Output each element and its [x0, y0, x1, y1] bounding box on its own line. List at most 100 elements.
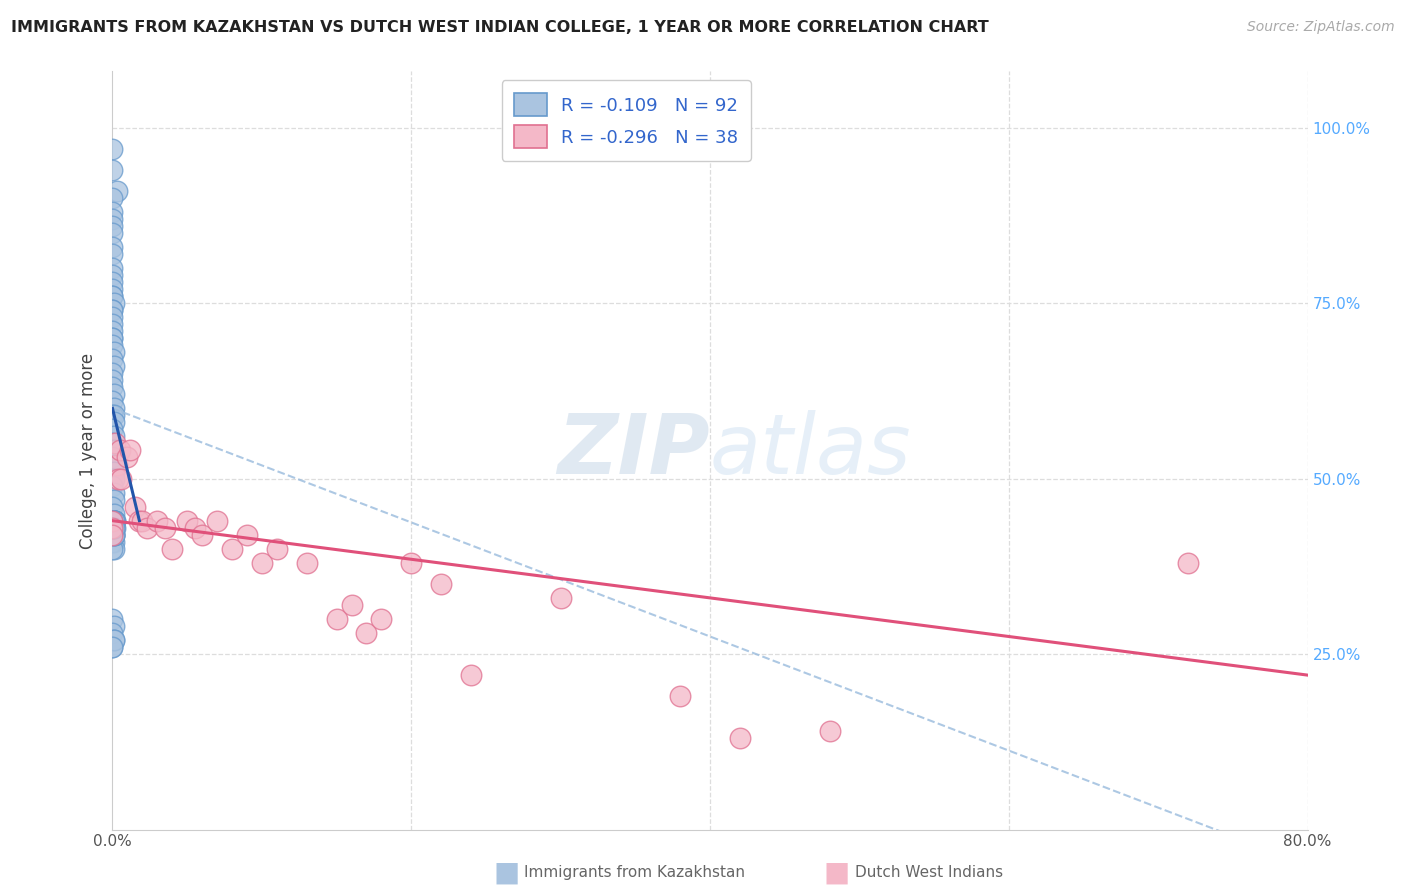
Point: [101, 260, 124, 275]
Point: [108, 443, 131, 458]
Point: [120, 443, 142, 458]
Point: [103, 514, 125, 528]
Point: [101, 527, 124, 541]
Point: [250, 556, 273, 570]
Point: [550, 591, 572, 605]
Point: [1177, 556, 1199, 570]
Point: [103, 409, 125, 423]
Point: [340, 598, 363, 612]
Point: [205, 514, 228, 528]
Point: [103, 633, 125, 648]
Point: [101, 303, 124, 318]
Point: [101, 640, 124, 654]
Point: [103, 619, 125, 633]
Point: [103, 514, 125, 528]
Point: [728, 731, 751, 746]
Point: [818, 724, 841, 739]
Point: [104, 514, 127, 528]
Point: [101, 219, 124, 233]
Point: [101, 478, 124, 492]
Point: [103, 521, 125, 535]
Point: [101, 514, 124, 528]
Point: [103, 359, 125, 374]
Point: [103, 514, 125, 528]
Point: [101, 338, 124, 352]
Point: [128, 514, 150, 528]
Point: [101, 240, 124, 254]
Point: [103, 514, 125, 528]
Point: [124, 500, 146, 514]
Point: [101, 500, 124, 514]
Point: [101, 527, 124, 541]
Point: [101, 373, 124, 387]
Point: [101, 211, 124, 226]
Point: [103, 527, 125, 541]
Point: [101, 521, 124, 535]
Point: [103, 507, 125, 521]
Point: [105, 184, 128, 198]
Point: [101, 331, 124, 345]
Point: [101, 303, 124, 318]
Point: [101, 247, 124, 261]
Point: [295, 556, 318, 570]
Point: [101, 275, 124, 289]
Point: [103, 514, 125, 528]
Point: [101, 162, 124, 177]
Point: [101, 521, 124, 535]
Text: Source: ZipAtlas.com: Source: ZipAtlas.com: [1247, 20, 1395, 34]
Point: [101, 458, 124, 472]
Point: [101, 626, 124, 640]
Point: [105, 458, 128, 472]
Point: [131, 514, 153, 528]
Point: [104, 436, 127, 450]
Point: [101, 226, 124, 240]
Point: [101, 310, 124, 324]
Point: [103, 465, 125, 479]
Point: [117, 450, 139, 465]
Point: [101, 331, 124, 345]
Point: [101, 521, 124, 535]
Point: [101, 268, 124, 282]
Point: [101, 521, 124, 535]
Point: [103, 296, 125, 310]
Point: [101, 514, 124, 528]
Point: [101, 514, 124, 528]
Point: [103, 633, 125, 648]
Point: [236, 527, 259, 541]
Point: [101, 521, 124, 535]
Point: [107, 471, 129, 485]
Point: [103, 521, 125, 535]
Point: [356, 626, 378, 640]
Point: [101, 366, 124, 380]
Point: [104, 514, 127, 528]
Point: [103, 527, 125, 541]
Text: IMMIGRANTS FROM KAZAKHSTAN VS DUTCH WEST INDIAN COLLEGE, 1 YEAR OR MORE CORRELAT: IMMIGRANTS FROM KAZAKHSTAN VS DUTCH WEST…: [11, 20, 988, 35]
Point: [101, 352, 124, 367]
Point: [101, 521, 124, 535]
Point: [176, 514, 198, 528]
Text: Immigrants from Kazakhstan: Immigrants from Kazakhstan: [524, 865, 745, 880]
Point: [460, 668, 482, 682]
Y-axis label: College, 1 year or more: College, 1 year or more: [79, 352, 97, 549]
Point: [103, 514, 125, 528]
Point: [101, 471, 124, 485]
Text: Dutch West Indians: Dutch West Indians: [855, 865, 1002, 880]
Point: [101, 534, 124, 549]
Point: [101, 380, 124, 394]
Point: [103, 345, 125, 359]
Point: [103, 534, 125, 549]
Legend: R = -0.109   N = 92, R = -0.296   N = 38: R = -0.109 N = 92, R = -0.296 N = 38: [502, 80, 751, 161]
Point: [101, 612, 124, 626]
Point: [101, 541, 124, 556]
Point: [101, 317, 124, 331]
Point: [103, 521, 125, 535]
Point: [103, 527, 125, 541]
Point: [266, 541, 288, 556]
Point: [103, 541, 125, 556]
Point: [101, 422, 124, 436]
Point: [103, 514, 125, 528]
Text: atlas: atlas: [710, 410, 911, 491]
Point: [101, 191, 124, 205]
Point: [101, 450, 124, 465]
Point: [101, 640, 124, 654]
